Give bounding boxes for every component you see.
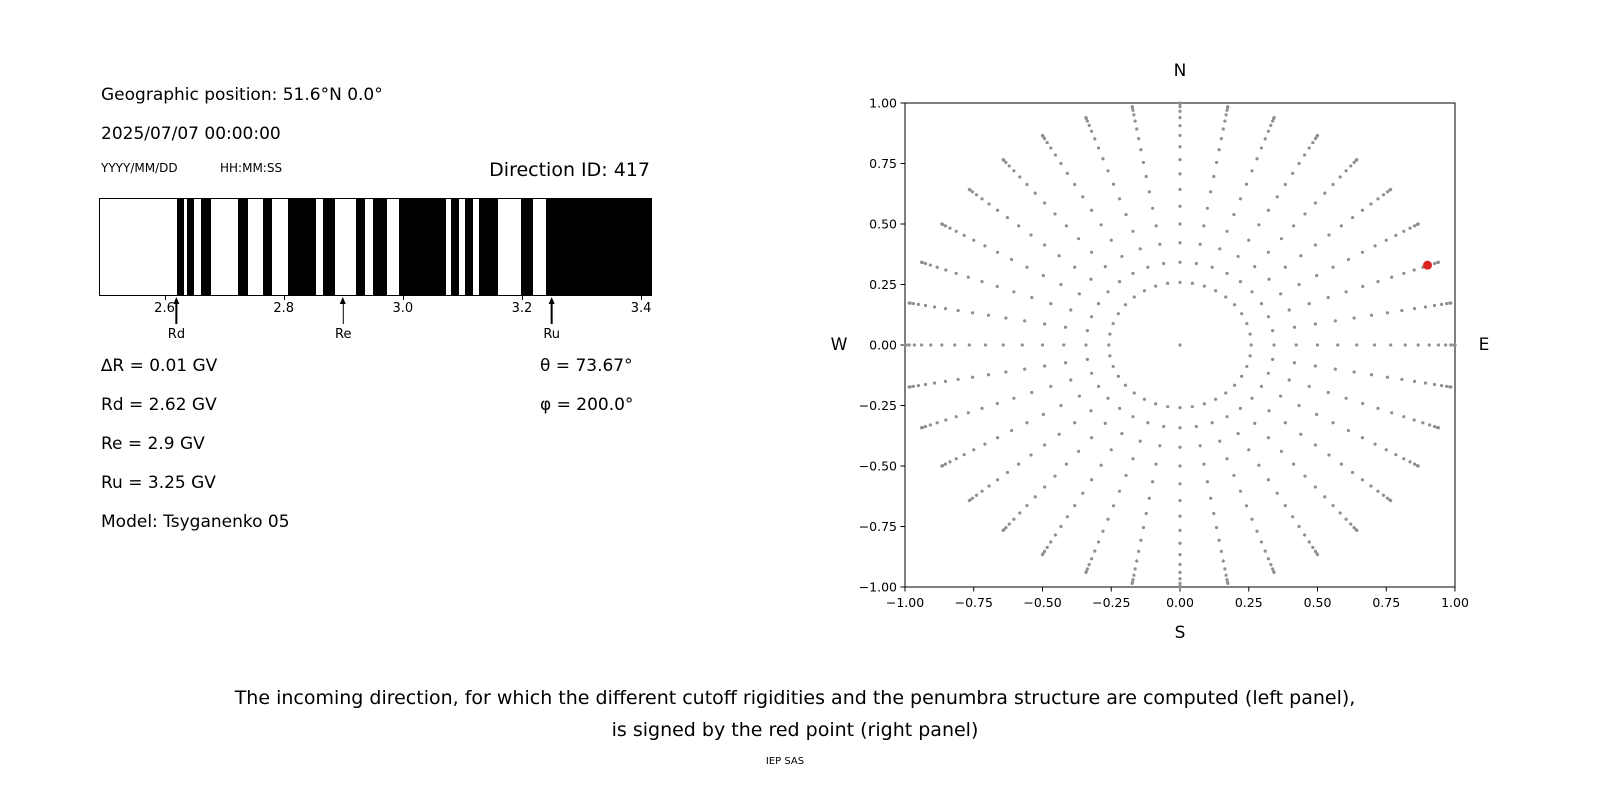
arrow-up-icon [340, 297, 347, 304]
penumbra-band [356, 199, 366, 295]
x-tick-label: 0.25 [1235, 595, 1263, 610]
compass-west-label: W [830, 335, 848, 355]
y-tick-label: 0.75 [869, 156, 897, 171]
barcode-x-tick [641, 296, 643, 300]
penumbra-band [186, 199, 195, 295]
x-tick-label: 1.00 [1441, 595, 1469, 610]
barcode-x-tick [402, 296, 404, 300]
y-tick-label: 0.50 [869, 217, 897, 232]
x-tick-label: 0.50 [1304, 595, 1332, 610]
penumbra-barcode [99, 198, 652, 296]
cutoff-marker-label: Ru [543, 327, 561, 342]
x-tick-label: −0.50 [1023, 595, 1061, 610]
re-label: Re = 2.9 GV [101, 434, 205, 454]
direction-grid-dots [903, 101, 1457, 589]
y-tick-label: −1.00 [859, 580, 897, 595]
direction-id-label: Direction ID: 417 [489, 159, 650, 181]
rd-label: Rd = 2.62 GV [101, 395, 217, 415]
penumbra-band [288, 199, 317, 295]
y-tick-label: −0.25 [859, 398, 897, 413]
arrow-stem [550, 304, 553, 324]
cutoff-marker-ru: Ru [543, 297, 560, 342]
cutoff-marker-label: Rd [167, 327, 186, 342]
compass-south-label: S [1174, 623, 1186, 643]
arrow-up-icon [548, 297, 555, 304]
model-label: Model: Tsyganenko 05 [101, 512, 290, 532]
direction-plot-svg: −1.00−1.00 −0.75 −0.75 −0.50 −0.50 −0.25 −0.25… [859, 96, 1469, 611]
x-tick-label: −1.00 [886, 595, 924, 610]
y-tick-label: 0.25 [869, 277, 897, 292]
geo-position-label: Geographic position: 51.6°N 0.0° [101, 85, 383, 105]
barcode-x-tick-label: 3.4 [630, 301, 652, 316]
barcode-x-tick-label: 3.0 [392, 301, 414, 316]
y-tick-label: −0.50 [859, 459, 897, 474]
arrow-up-icon [173, 297, 180, 304]
x-tick-label: −0.75 [955, 595, 993, 610]
datetime-label: 2025/07/07 00:00:00 [101, 124, 281, 144]
arrow-stem [175, 304, 178, 324]
penumbra-band [322, 199, 335, 295]
barcode-x-tick [283, 296, 285, 300]
cutoff-marker-rd: Rd [168, 297, 185, 342]
phi-label: φ = 200.0° [540, 395, 634, 415]
x-tick-label: 0.75 [1372, 595, 1400, 610]
penumbra-band [399, 199, 447, 295]
date-format-label: YYYY/MM/DD [101, 161, 178, 175]
barcode-x-tick [164, 296, 166, 300]
barcode-axis: 2.6 2.8 3.0 3.2 3.4 [99, 296, 652, 318]
barcode-x-tick-label: 2.6 [154, 301, 175, 316]
barcode-x-tick-label: 3.2 [511, 301, 533, 316]
barcode-x-tick-label: 2.8 [273, 301, 294, 316]
penumbra-band [372, 199, 388, 295]
penumbra-band [263, 199, 273, 295]
compass-north-label: N [1173, 61, 1187, 81]
x-tick-label: 0.00 [1166, 595, 1194, 610]
y-tick-label: −0.75 [859, 519, 897, 534]
y-tick-label: 1.00 [869, 96, 897, 111]
barcode-x-tick [521, 296, 523, 300]
time-format-label: HH:MM:SS [220, 161, 283, 175]
delta-r-label: ∆R = 0.01 GV [101, 356, 218, 376]
penumbra-band [478, 199, 498, 295]
compass-east-label: E [1478, 335, 1490, 355]
penumbra-band [176, 199, 184, 295]
y-tick-label: 0.00 [869, 338, 897, 353]
arrow-stem [342, 304, 344, 324]
cutoff-marker-label: Re [334, 327, 352, 342]
selected-direction-point [1423, 260, 1432, 270]
ru-label: Ru = 3.25 GV [101, 473, 216, 493]
x-tick-label: −0.25 [1092, 595, 1130, 610]
penumbra-band [546, 199, 651, 295]
cutoff-marker-re: Re [335, 297, 351, 342]
penumbra-band [450, 199, 460, 295]
penumbra-band [465, 199, 473, 295]
caption-line-1: The incoming direction, for which the di… [234, 687, 1356, 709]
penumbra-band [201, 199, 211, 295]
penumbra-band [238, 199, 248, 295]
caption-line-2: is signed by the red point (right panel) [611, 719, 979, 741]
penumbra-band [521, 199, 534, 295]
theta-label: θ = 73.67° [540, 356, 633, 376]
credit-label: IEP SAS [765, 756, 805, 767]
cutoff-markers: Rd Re Ru [99, 297, 650, 352]
